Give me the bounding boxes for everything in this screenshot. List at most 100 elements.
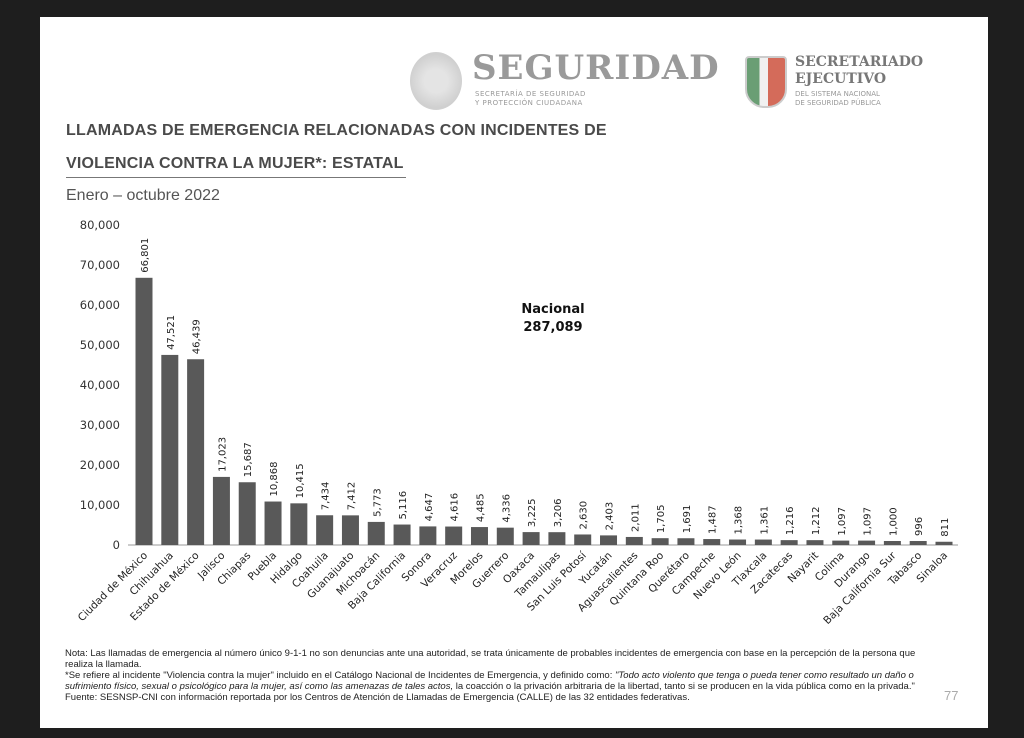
bar-value-label: 1,361: [759, 506, 770, 535]
definition-end: la coacción o la privación arbitraria de…: [453, 681, 915, 692]
bar-value-label: 1,368: [734, 506, 745, 535]
bar-value-label: 1,216: [785, 506, 796, 535]
secretariado-sub-line: DEL SISTEMA NACIONAL: [795, 90, 880, 98]
bar: [909, 541, 927, 545]
bar-value-label: 5,773: [372, 488, 383, 517]
bar: [548, 532, 566, 545]
source-note: Fuente: SESNSP-CNI con información repor…: [65, 692, 690, 703]
bar: [496, 527, 514, 545]
chart-title-line2: VIOLENCIA CONTRA LA MUJER*: ESTATAL: [66, 155, 406, 178]
secretariado-logo: SECRETARIADO EJECUTIVO DEL SISTEMA NACIO…: [745, 54, 945, 114]
bar-value-label: 2,630: [579, 501, 590, 530]
bar-value-label: 1,691: [682, 505, 693, 534]
secretariado-line: EJECUTIVO: [795, 71, 887, 87]
y-tick-label: 0: [113, 538, 120, 552]
bar: [574, 534, 592, 545]
bar-value-label: 46,439: [192, 319, 203, 354]
bar-value-label: 2,403: [605, 502, 616, 531]
bar: [625, 536, 643, 545]
chart-subtitle: Enero – octubre 2022: [66, 187, 220, 204]
bar-value-label: 4,616: [450, 493, 461, 522]
seguridad-sub-line: Y PROTECCIÓN CIUDADANA: [475, 99, 583, 107]
note-text: Nota: Las llamadas de emergencia al núme…: [65, 648, 916, 670]
y-tick-label: 40,000: [80, 378, 120, 392]
bar-value-label: 996: [914, 517, 925, 536]
bar: [806, 540, 824, 545]
bar: [445, 526, 463, 545]
definition-note: *Se refiere al incidente "Violencia cont…: [65, 670, 925, 692]
shield-icon: [745, 56, 787, 108]
bar-value-label: 1,000: [888, 507, 899, 536]
secretariado-line: SECRETARIADO: [795, 54, 924, 70]
bar-value-label: 4,485: [475, 493, 486, 522]
bar: [341, 515, 359, 545]
y-tick-label: 80,000: [80, 218, 120, 232]
bar: [393, 524, 411, 545]
bar: [187, 359, 205, 545]
bar: [212, 476, 230, 545]
bar-value-label: 7,434: [321, 482, 332, 511]
bar: [238, 482, 256, 545]
bar-value-label: 4,336: [501, 494, 512, 523]
national-total-value: 287,089: [523, 320, 582, 335]
seguridad-logo: SEGURIDAD SECRETARÍA DE SEGURIDAD Y PROT…: [410, 48, 719, 110]
bar: [290, 503, 308, 545]
y-tick-label: 60,000: [80, 298, 120, 312]
footnotes: Nota: Las llamadas de emergencia al núme…: [65, 648, 925, 703]
national-seal-icon: [410, 52, 462, 110]
bar-value-label: 10,415: [295, 463, 306, 498]
bar-value-label: 4,647: [424, 493, 435, 522]
bar-value-label: 2,011: [630, 503, 641, 532]
bar: [367, 521, 385, 545]
seguridad-logo-title: SEGURIDAD: [472, 48, 720, 88]
secretariado-logo-subtitle: DEL SISTEMA NACIONAL DE SEGURIDAD PÚBLIC…: [795, 90, 881, 108]
y-tick-label: 30,000: [80, 418, 120, 432]
bar-value-label: 17,023: [217, 437, 228, 472]
y-tick-label: 10,000: [80, 498, 120, 512]
bar: [832, 540, 850, 545]
bar: [935, 541, 953, 545]
bar: [316, 515, 334, 545]
chart-title-line1: LLAMADAS DE EMERGENCIA RELACIONADAS CON …: [66, 122, 607, 139]
definition-intro: *Se refiere al incidente "Violencia cont…: [65, 670, 615, 681]
bar: [703, 539, 721, 545]
bar: [780, 540, 798, 545]
bar: [729, 539, 747, 545]
bar-value-label: 811: [940, 518, 951, 537]
bar-value-label: 1,487: [708, 505, 719, 534]
bar: [264, 501, 282, 545]
definition-quote: "Todo acto violento que tenga o pueda te…: [65, 670, 914, 692]
bar-value-label: 15,687: [243, 442, 254, 477]
bar: [419, 526, 437, 545]
y-tick-label: 50,000: [80, 338, 120, 352]
bar: [161, 354, 179, 545]
bar-value-label: 5,116: [398, 491, 409, 520]
bar: [677, 538, 695, 545]
national-total-label: Nacional: [521, 302, 584, 317]
bar-value-label: 7,412: [346, 482, 357, 511]
bar: [135, 277, 153, 545]
bar-value-label: 1,705: [656, 505, 667, 534]
bar-value-label: 1,097: [863, 507, 874, 536]
y-tick-label: 70,000: [80, 258, 120, 272]
bar: [754, 539, 772, 545]
bar-value-label: 47,521: [166, 315, 177, 350]
seguridad-sub-line: SECRETARÍA DE SEGURIDAD: [475, 90, 586, 98]
bar: [600, 535, 618, 545]
y-tick-label: 20,000: [80, 458, 120, 472]
page-number: 77: [944, 688, 959, 703]
bar-value-label: 1,212: [811, 507, 822, 536]
bar-value-label: 1,097: [837, 507, 848, 536]
bar-value-label: 3,225: [527, 498, 538, 527]
bar-value-label: 3,206: [553, 499, 564, 528]
seguridad-logo-subtitle: SECRETARÍA DE SEGURIDAD Y PROTECCIÓN CIU…: [475, 90, 586, 108]
bar-value-label: 10,868: [269, 462, 280, 497]
bar-value-label: 66,801: [140, 238, 151, 273]
bar: [651, 538, 669, 545]
bar: [858, 540, 876, 545]
secretariado-logo-title: SECRETARIADO EJECUTIVO: [795, 54, 923, 88]
bar: [522, 532, 540, 545]
bar: [883, 541, 901, 545]
secretariado-sub-line: DE SEGURIDAD PÚBLICA: [795, 99, 881, 107]
